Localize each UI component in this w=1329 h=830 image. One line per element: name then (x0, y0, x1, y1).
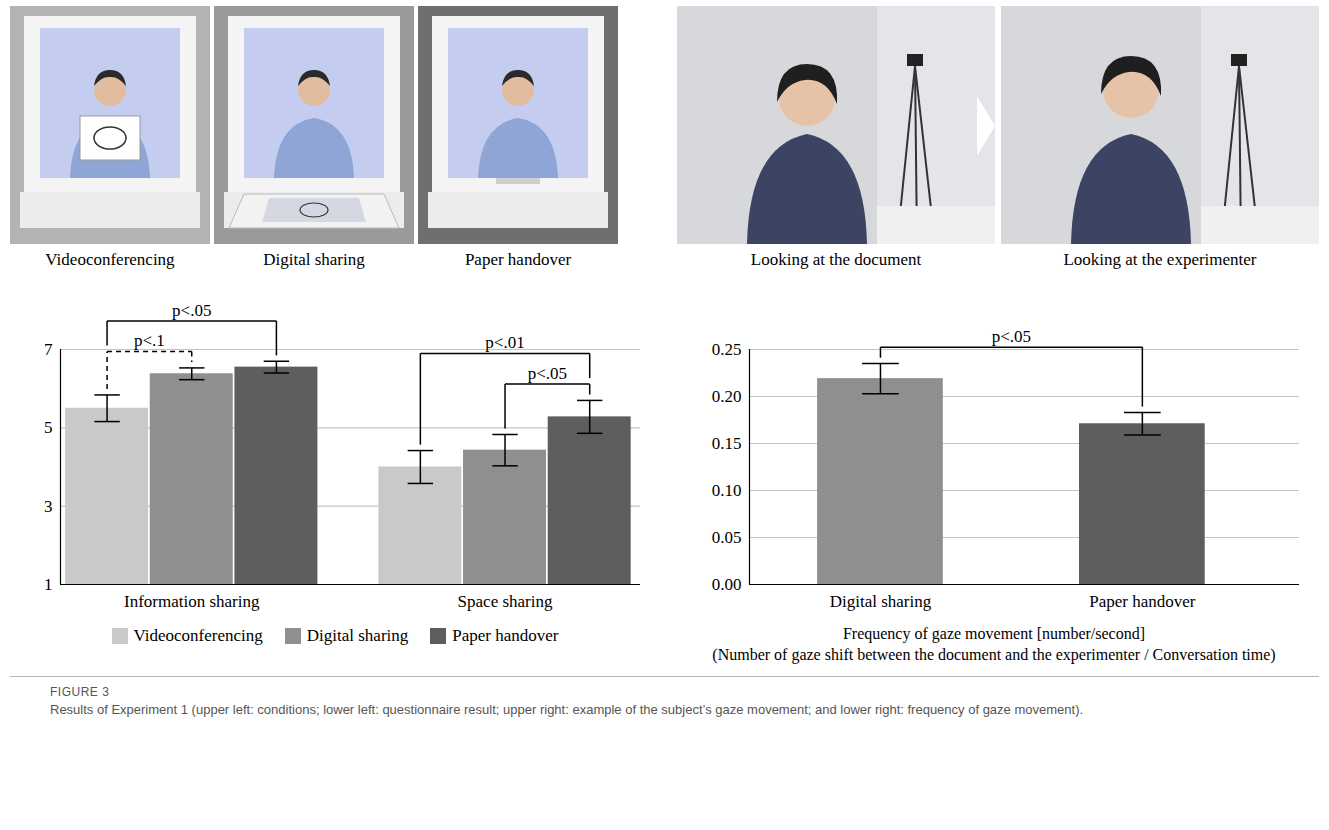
html-text:Looking at the experimenter: Looking at the experimenter (1063, 250, 1257, 269)
svg-text:Information sharing: Information sharing (124, 592, 260, 611)
svg-text:3: 3 (44, 497, 53, 516)
svg-text:0.00: 0.00 (712, 575, 742, 594)
html-text:FIGURE 3: FIGURE 3 (50, 684, 110, 699)
html-text:Videoconferencing: Videoconferencing (45, 250, 175, 269)
html-text:Digital sharing: Digital sharing (306, 626, 409, 645)
html-text:Results of Experiment 1 (upper: Results of Experiment 1 (upper left: con… (50, 701, 1084, 717)
svg-text:Space sharing: Space sharing (458, 592, 553, 611)
svg-text:Paper handover: Paper handover (1089, 592, 1196, 611)
html-text:Paper handover: Paper handover (464, 250, 572, 269)
svg-text:0.10: 0.10 (712, 481, 742, 500)
svg-text:p<.05: p<.05 (172, 301, 211, 320)
html-text:Videoconferencing: Videoconferencing (133, 626, 263, 645)
html-text:Digital sharing: Digital sharing (263, 250, 365, 269)
html-text:Frequency of gaze movement [nu: Frequency of gaze movement [number/secon… (842, 625, 1145, 642)
html-text:Looking at the document: Looking at the document (750, 250, 922, 269)
svg-text:p<.1: p<.1 (134, 331, 165, 350)
html-text:(Number of gaze shift between: (Number of gaze shift between the docume… (712, 645, 1276, 663)
svg-text:0.25: 0.25 (712, 340, 742, 359)
svg-text:Digital sharing: Digital sharing (830, 592, 932, 611)
html-text:Paper handover: Paper handover (452, 626, 559, 645)
svg-text:p<.05: p<.05 (992, 327, 1031, 346)
svg-text:p<.05: p<.05 (528, 364, 567, 383)
svg-text:p<.01: p<.01 (485, 333, 524, 352)
svg-text:0.05: 0.05 (712, 528, 742, 547)
svg-text:7: 7 (44, 340, 53, 359)
svg-text:5: 5 (44, 418, 53, 437)
svg-text:1: 1 (44, 575, 53, 594)
svg-text:0.15: 0.15 (712, 434, 742, 453)
svg-text:0.20: 0.20 (712, 387, 742, 406)
